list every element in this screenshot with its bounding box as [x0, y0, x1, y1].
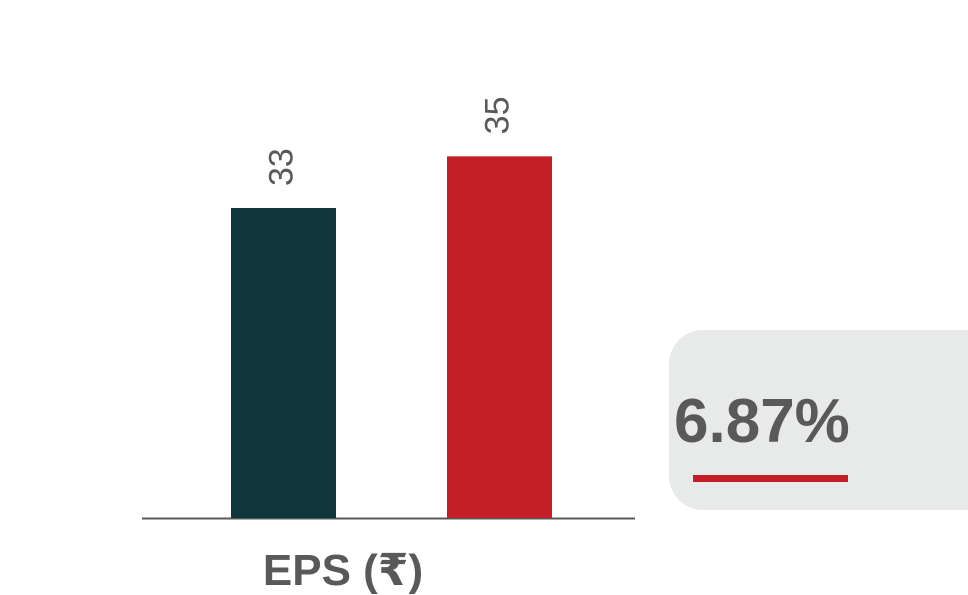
- callout-underline: [693, 475, 848, 482]
- data-label: 33: [262, 148, 300, 186]
- annotation: 6.87%: [674, 387, 850, 456]
- bar: [447, 156, 552, 519]
- bar: [231, 208, 336, 518]
- callout-box: [669, 330, 968, 510]
- data-label: 35: [478, 97, 516, 135]
- chart-title: EPS (₹): [263, 546, 423, 595]
